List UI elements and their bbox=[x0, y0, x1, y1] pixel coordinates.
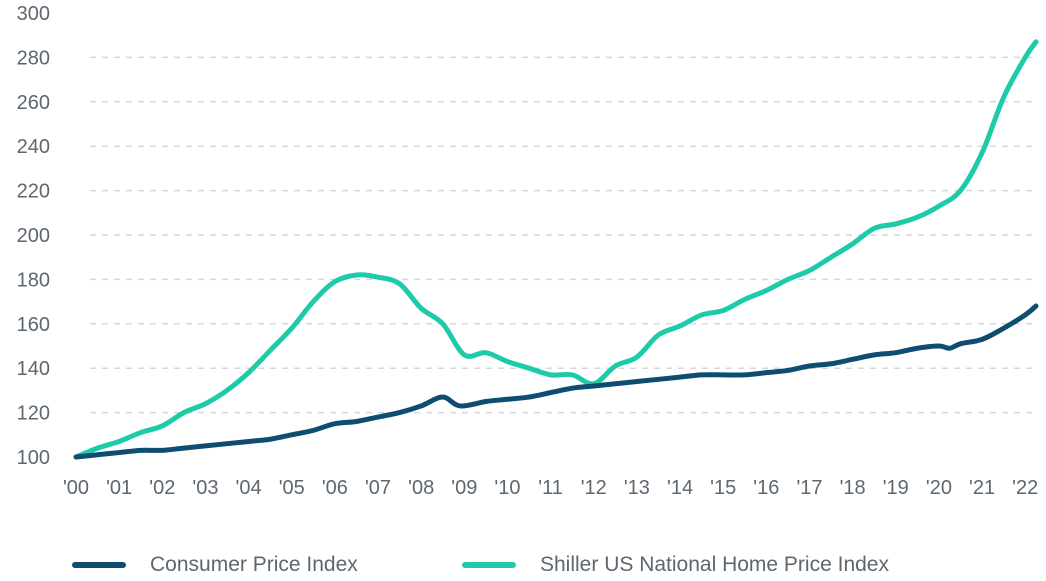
x-axis-ticks: '00 '01 '02 '03 '04 '05 '06 '07 '08 '09 '10 '11 '12 '… bbox=[63, 477, 1038, 499]
y-tick-label: 220 bbox=[17, 181, 50, 203]
y-tick-label: 260 bbox=[17, 92, 50, 114]
y-tick-label: 140 bbox=[17, 358, 50, 380]
x-tick-label: '13 bbox=[624, 477, 650, 499]
y-tick-label: 180 bbox=[17, 269, 50, 291]
legend-label-cpi: Consumer Price Index bbox=[150, 552, 358, 576]
legend: Consumer Price Index Shiller US National… bbox=[0, 548, 1046, 581]
line-chart: 100 120 140 160 180 200 220 240 260 280 300 '00 '01… bbox=[17, 3, 1039, 499]
y-tick-label: 120 bbox=[17, 403, 50, 425]
x-tick-label: '20 bbox=[926, 477, 952, 499]
x-tick-label: '00 bbox=[63, 477, 89, 499]
x-tick-label: '19 bbox=[883, 477, 909, 499]
x-tick-label: '03 bbox=[192, 477, 218, 499]
x-tick-label: '10 bbox=[494, 477, 520, 499]
x-tick-label: '01 bbox=[106, 477, 132, 499]
x-tick-label: '16 bbox=[753, 477, 779, 499]
x-tick-label: '17 bbox=[796, 477, 822, 499]
gridlines bbox=[90, 56, 1038, 414]
x-tick-label: '22 bbox=[1012, 477, 1038, 499]
y-tick-label: 240 bbox=[17, 136, 50, 158]
x-tick-label: '02 bbox=[149, 477, 175, 499]
legend-label-home-price: Shiller US National Home Price Index bbox=[540, 552, 889, 576]
y-tick-label: 280 bbox=[17, 47, 50, 69]
x-tick-label: '15 bbox=[710, 477, 736, 499]
series-lines bbox=[73, 39, 1039, 460]
y-axis-ticks: 100 120 140 160 180 200 220 240 260 280 300 bbox=[17, 3, 50, 469]
y-tick-label: 200 bbox=[17, 225, 50, 247]
x-tick-label: '07 bbox=[365, 477, 391, 499]
x-tick-label: '18 bbox=[840, 477, 866, 499]
legend-swatch-home-price bbox=[462, 561, 516, 568]
x-tick-label: '08 bbox=[408, 477, 434, 499]
x-tick-label: '14 bbox=[667, 477, 693, 499]
y-tick-label: 100 bbox=[17, 447, 50, 469]
y-tick-label: 300 bbox=[17, 3, 50, 25]
x-tick-label: '06 bbox=[322, 477, 348, 499]
x-tick-label: '12 bbox=[581, 477, 607, 499]
legend-item-cpi: Consumer Price Index bbox=[72, 548, 358, 581]
x-tick-label: '09 bbox=[451, 477, 477, 499]
x-tick-label: '21 bbox=[969, 477, 995, 499]
home-price-series-line bbox=[73, 39, 1039, 460]
x-tick-label: '11 bbox=[538, 477, 563, 499]
x-tick-label: '05 bbox=[279, 477, 305, 499]
legend-swatch-cpi bbox=[72, 561, 126, 568]
cpi-series-line bbox=[73, 303, 1039, 460]
x-tick-label: '04 bbox=[236, 477, 262, 499]
legend-item-home-price: Shiller US National Home Price Index bbox=[462, 548, 889, 581]
y-tick-label: 160 bbox=[17, 314, 50, 336]
